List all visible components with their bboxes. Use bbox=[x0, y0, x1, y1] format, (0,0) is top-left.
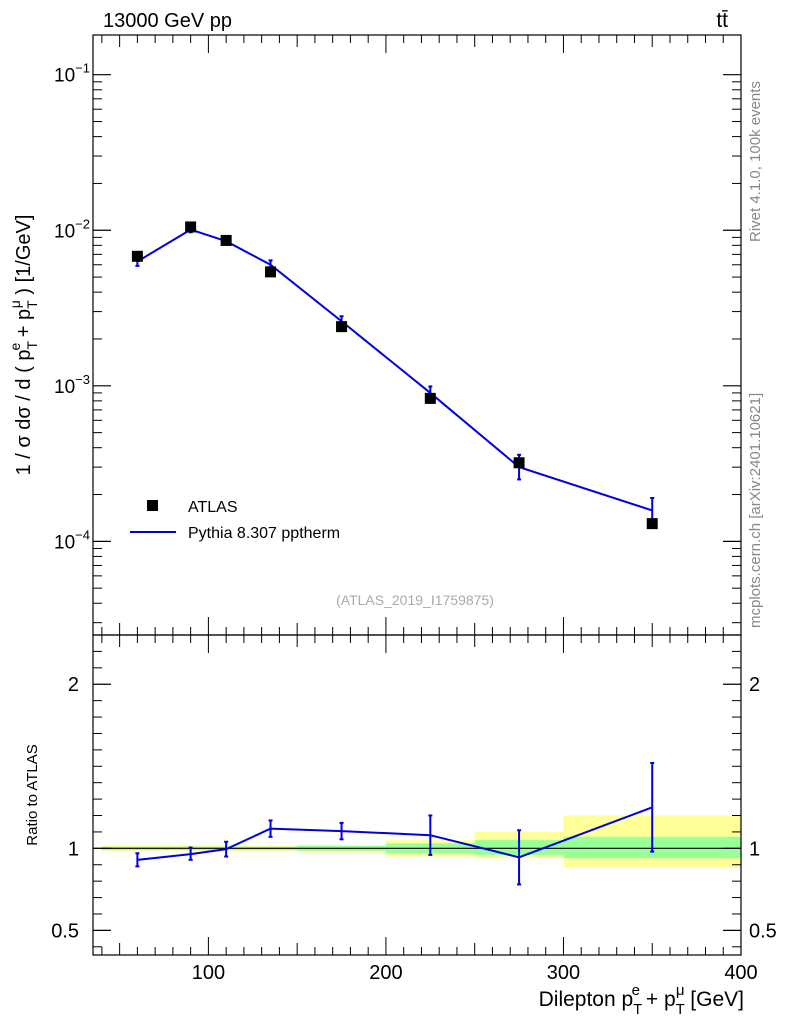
ratio-xlabel-text: Dilepton pTe + pTμ [GeV] bbox=[539, 982, 744, 1018]
header-left: 13000 GeV pp bbox=[103, 10, 232, 32]
ratio-xtick-label-1: 200 bbox=[369, 962, 402, 984]
mc-line bbox=[136, 228, 653, 512]
main-ytick-label-1: 10−2 bbox=[54, 216, 90, 242]
data-point-0 bbox=[131, 250, 143, 262]
data-point-2 bbox=[220, 234, 232, 246]
data-point-4 bbox=[336, 321, 348, 333]
ratio-ytick-label-right-1: 1 bbox=[749, 838, 760, 860]
data-point-5 bbox=[424, 392, 436, 404]
main-ylabel: 1 / σ dσ / d ( pTe + pTμ ) [1/GeV] bbox=[7, 215, 40, 476]
legend-data-marker bbox=[147, 500, 158, 511]
rivet-label: Rivet 4.1.0, 100k events bbox=[747, 81, 764, 242]
main-ytick-label-0: 10−1 bbox=[54, 61, 90, 87]
ratio-xlabel: Dilepton pTe + pTμ [GeV] bbox=[539, 982, 744, 1018]
legend-mc-label: Pythia 8.307 pptherm bbox=[188, 525, 340, 542]
data-point-7 bbox=[646, 518, 658, 530]
ratio-panel: 0.5 0.5 1 1 2 2 100 200 300 400 bbox=[51, 634, 777, 984]
ratio-ylabel: Ratio to ATLAS bbox=[24, 744, 41, 845]
ratio-axes: 0.5 0.5 1 1 2 2 100 200 300 400 bbox=[51, 635, 777, 984]
ratio-xtick-label-3: 400 bbox=[724, 962, 757, 984]
ratio-ytick-label-right-0: 0.5 bbox=[749, 920, 777, 942]
ratio-xtick-label-0: 100 bbox=[192, 962, 225, 984]
mcplots-label: mcplots.cern.ch [arXiv:2401.10621] bbox=[747, 393, 764, 628]
main-axes: 10−1 10−2 10−3 10−4 bbox=[54, 35, 742, 635]
ratio-ytick-label-left-2: 2 bbox=[68, 674, 79, 696]
legend: ATLAS Pythia 8.307 pptherm bbox=[130, 499, 340, 542]
ratio-line bbox=[137, 806, 653, 861]
ratio-ytick-label-left-1: 1 bbox=[68, 838, 79, 860]
main-frame bbox=[92, 34, 742, 636]
analysis-watermark: (ATLAS_2019_I1759875) bbox=[336, 592, 494, 608]
ratio-xtick-label-2: 300 bbox=[547, 962, 580, 984]
data-point-3 bbox=[265, 266, 277, 278]
ratio-ytick-label-right-2: 2 bbox=[749, 674, 760, 696]
ratio-frame bbox=[92, 634, 742, 956]
main-panel: 10−1 10−2 10−3 10−4 bbox=[54, 34, 742, 636]
ratio-marks bbox=[93, 762, 741, 886]
header-right: tt̄ bbox=[716, 9, 728, 32]
main-marks bbox=[131, 221, 658, 530]
legend-data-label: ATLAS bbox=[188, 499, 238, 516]
main-ytick-label-3: 10−4 bbox=[54, 527, 90, 553]
main-ylabel-text: 1 / σ dσ / d ( pTe + pTμ ) [1/GeV] bbox=[7, 215, 40, 476]
data-point-6 bbox=[513, 457, 525, 469]
ratio-ytick-label-left-0: 0.5 bbox=[51, 920, 79, 942]
data-point-1 bbox=[185, 221, 197, 233]
main-ytick-label-2: 10−3 bbox=[54, 372, 90, 398]
